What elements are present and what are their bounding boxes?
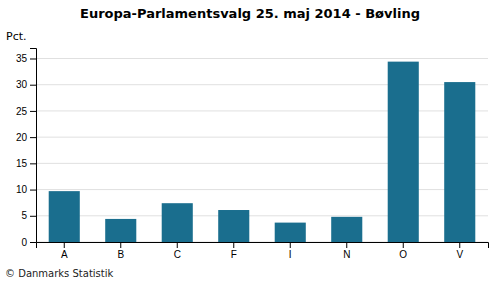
tick: 10 [16,184,36,195]
bar [105,219,136,242]
grid-line [36,58,488,59]
tick-mark [346,242,347,248]
tick: 35 [16,53,36,64]
tick: N [343,242,350,260]
bar [331,217,362,242]
tick-label: 25 [16,106,28,117]
grid-line [36,137,488,138]
tick-label: 30 [16,79,28,90]
bar [444,82,475,242]
tick: A [61,242,68,260]
x-axis: ABCFINOV [37,242,489,260]
axis-line [37,243,489,249]
grid-line [36,189,488,190]
tick-label: 10 [16,184,28,195]
tick: 0 [21,237,36,248]
bar [275,223,306,242]
tick-mark [403,242,404,248]
tick-mark [30,58,36,59]
tick-mark [177,242,178,248]
tick-label: V [456,249,463,260]
tick-label: 35 [16,53,28,64]
tick-mark [233,242,234,248]
tick: 15 [16,158,36,169]
tick: F [231,242,237,260]
tick: 5 [21,210,36,221]
tick: I [289,242,292,260]
tick-mark [30,85,36,86]
tick: 30 [16,79,36,90]
tick-label: F [231,249,237,260]
grid-line [36,163,488,164]
chart: Europa-Parlamentsvalg 25. maj 2014 - Bøv… [0,0,500,282]
tick-mark [30,190,36,191]
bar [218,210,249,242]
y-axis: 0 5 10 15 20 25 30 35 [16,49,37,248]
y-label: Pct. [6,30,27,43]
tick: C [174,242,181,260]
tick-label: 5 [21,210,27,221]
plot: 0 5 10 15 20 25 30 35 A B C F I N O V [16,49,489,261]
grid [36,58,488,242]
tick-label: A [61,249,68,260]
footer: © Danmarks Statistik [5,268,114,279]
tick-mark [64,242,65,248]
tick-mark [30,163,36,164]
tick: 25 [16,106,36,117]
grid-line [36,215,488,216]
tick-label: 0 [21,237,27,248]
tick-label: 15 [16,158,28,169]
bar [388,62,419,242]
tick: V [456,242,463,260]
title: Europa-Parlamentsvalg 25. maj 2014 - Bøv… [80,6,420,21]
tick-label: B [117,249,124,260]
tick-label: 20 [16,132,28,143]
tick-mark [459,242,460,248]
grid-line [36,84,488,85]
tick-mark [290,242,291,248]
bar [162,203,193,242]
tick-label: N [343,249,350,260]
tick-label: I [289,249,292,260]
tick-mark [30,242,36,243]
tick-mark [30,111,36,112]
tick-mark [30,137,36,138]
tick-label: O [399,249,407,260]
bars [49,62,476,242]
tick: B [117,242,124,260]
tick: 20 [16,132,36,143]
grid-line [36,110,488,111]
tick-mark [120,242,121,248]
tick-mark [30,216,36,217]
tick-label: C [174,249,181,260]
tick: O [399,242,407,260]
axis-line [30,49,37,243]
bar [49,191,80,242]
